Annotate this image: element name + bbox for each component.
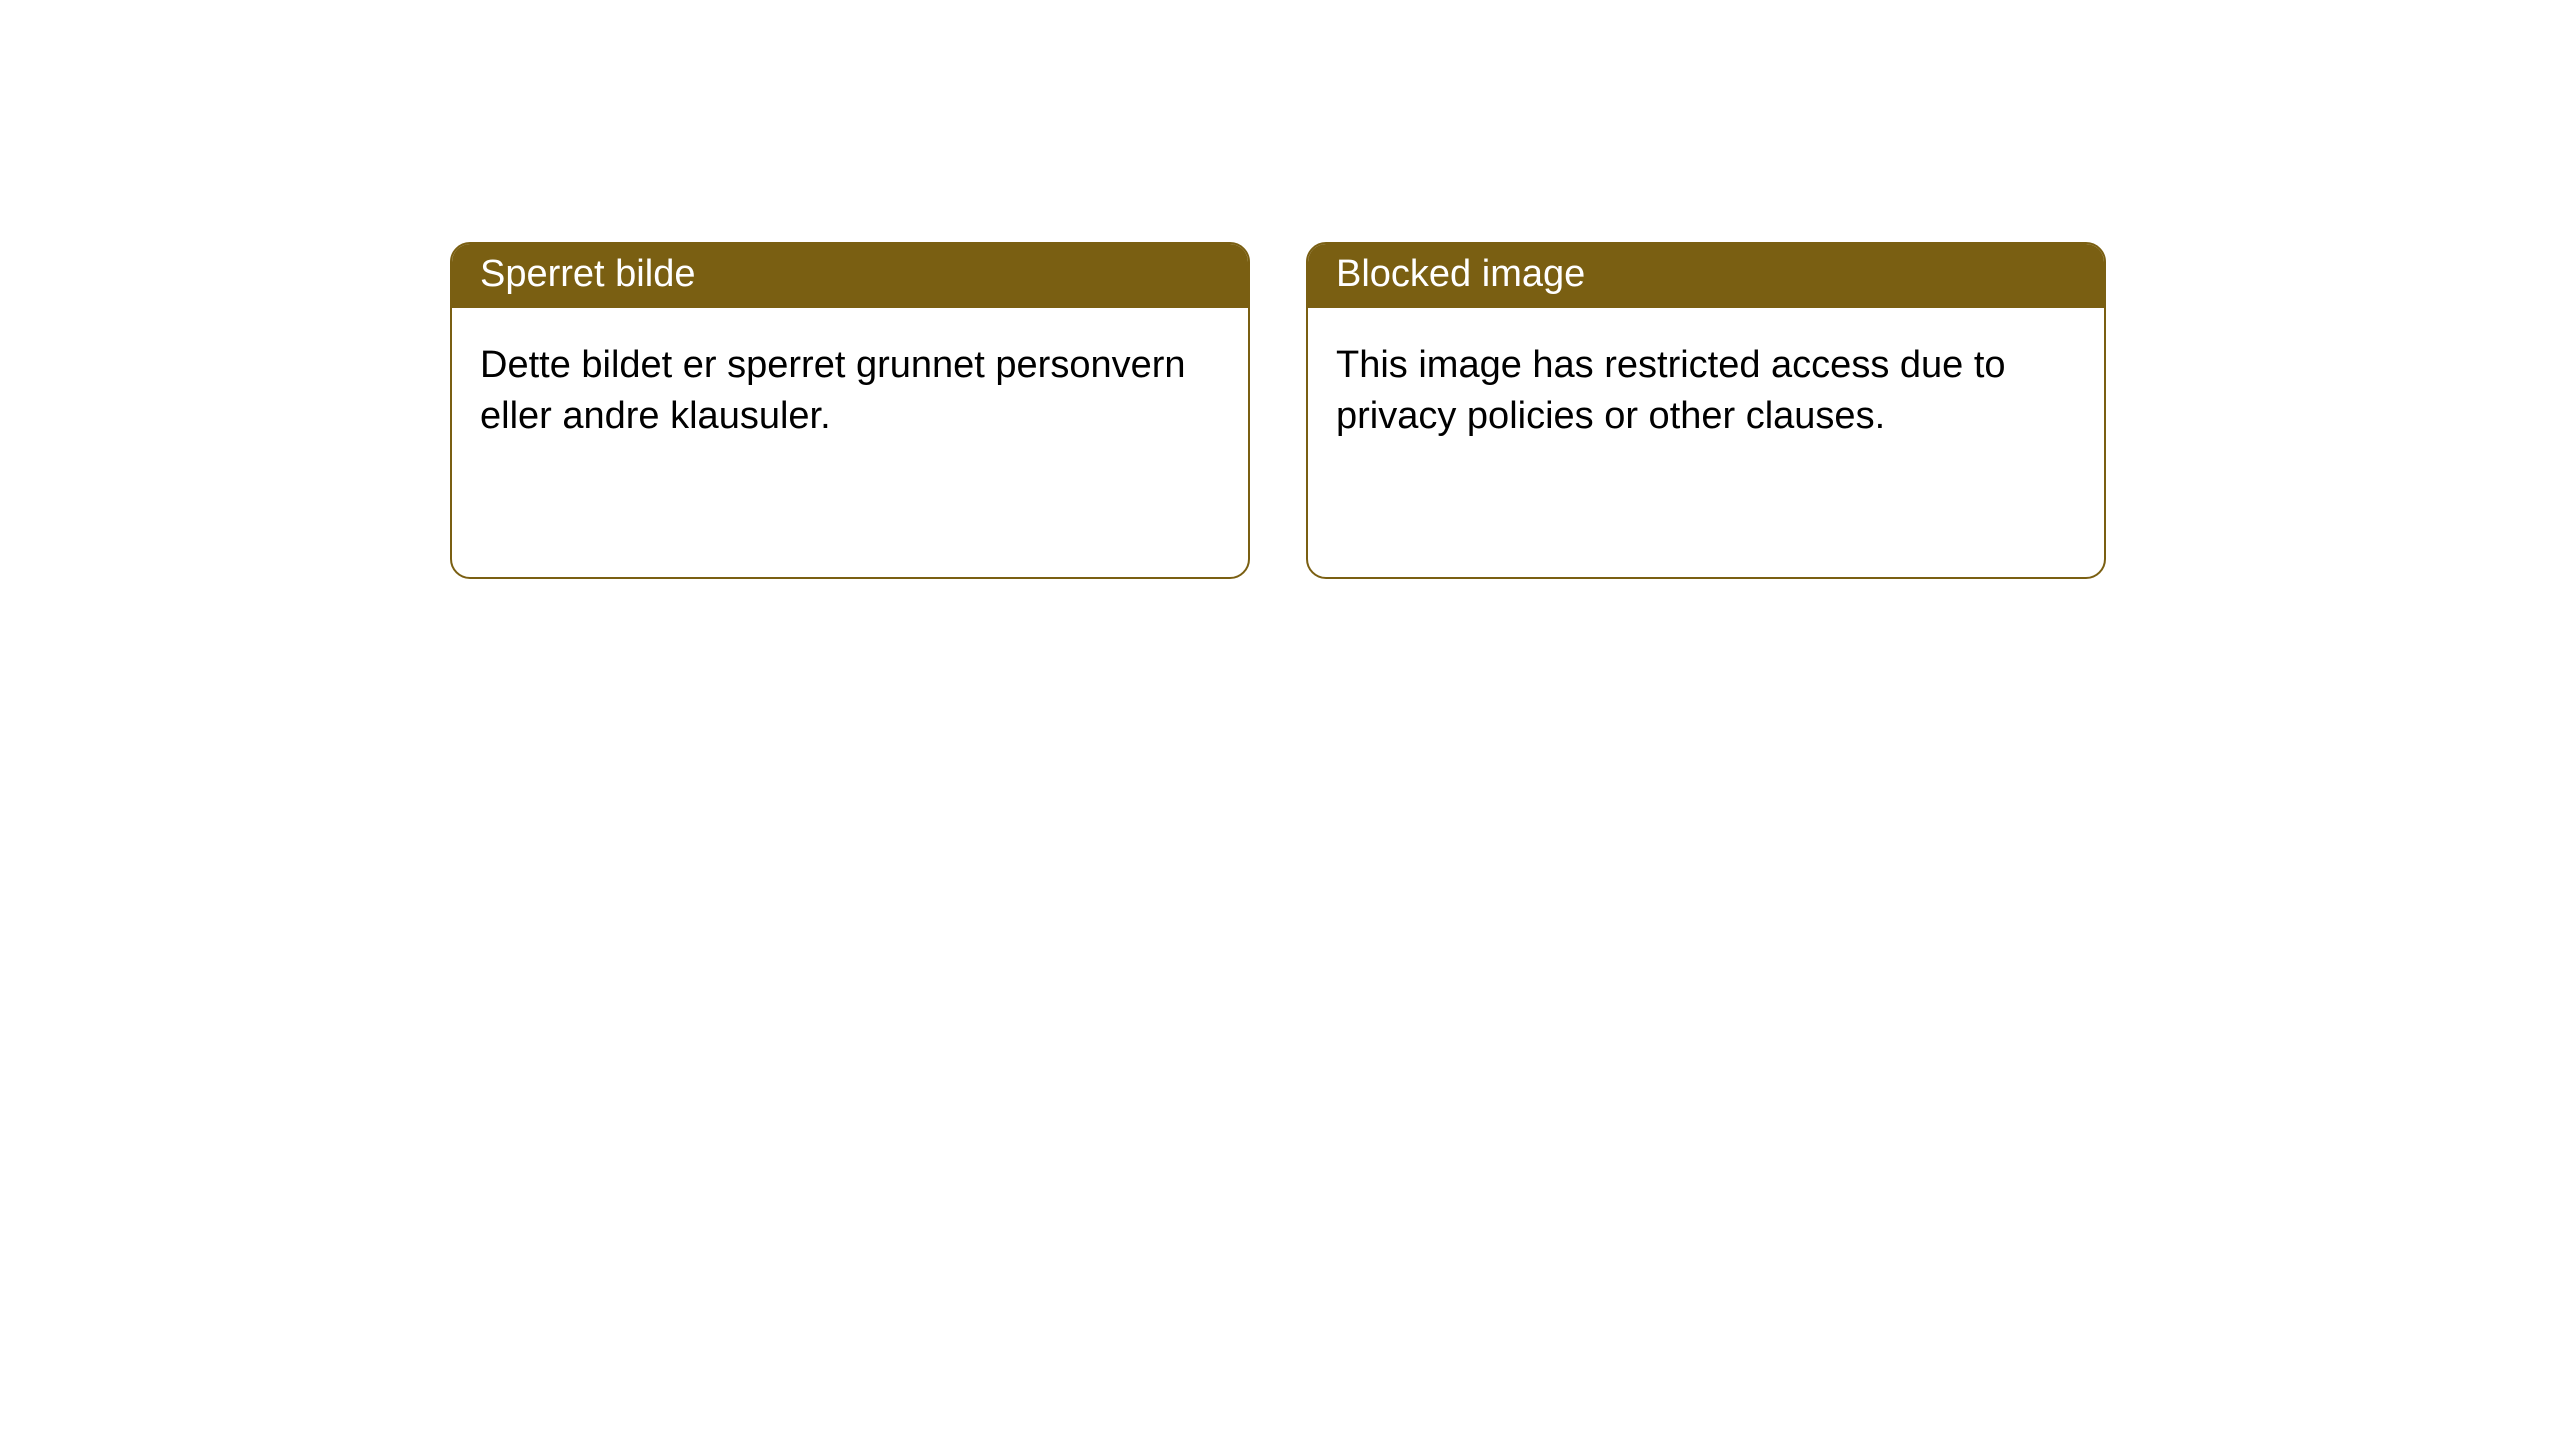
card-header-english: Blocked image xyxy=(1308,244,2104,308)
card-body-english: This image has restricted access due to … xyxy=(1308,308,2104,475)
blocked-image-card-norwegian: Sperret bilde Dette bildet er sperret gr… xyxy=(450,242,1250,579)
card-body-norwegian: Dette bildet er sperret grunnet personve… xyxy=(452,308,1248,475)
card-header-norwegian: Sperret bilde xyxy=(452,244,1248,308)
notice-container: Sperret bilde Dette bildet er sperret gr… xyxy=(0,0,2560,579)
blocked-image-card-english: Blocked image This image has restricted … xyxy=(1306,242,2106,579)
